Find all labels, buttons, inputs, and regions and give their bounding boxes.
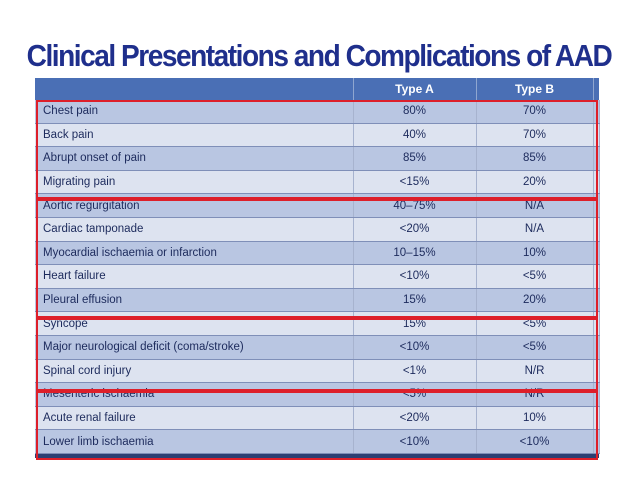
row-spacer	[593, 406, 600, 431]
table-row: Heart failure <10% <5%	[35, 264, 600, 289]
row-spacer	[593, 217, 600, 242]
table-row: Back pain 40% 70%	[35, 123, 600, 148]
row-spacer	[593, 170, 600, 195]
row-spacer	[593, 382, 600, 407]
table-row: Acute renal failure <20% 10%	[35, 406, 600, 431]
header-type-a: Type A	[353, 78, 477, 100]
row-label: Acute renal failure	[35, 406, 354, 431]
row-label: Mesenteric ischaemia	[35, 382, 354, 407]
type-b-value: <5%	[476, 264, 594, 289]
row-spacer	[593, 100, 600, 124]
type-a-value: <20%	[353, 217, 477, 242]
table-row: Migrating pain <15% 20%	[35, 170, 600, 195]
type-a-value: 85%	[353, 146, 477, 171]
table-row: Pleural effusion 15% 20%	[35, 288, 600, 313]
type-a-value: 40%	[353, 123, 477, 148]
complications-table-container: Type A Type B Chest pain 80% 70% Back pa…	[35, 78, 600, 458]
type-b-value: <5%	[476, 335, 594, 360]
type-a-value: <20%	[353, 406, 477, 431]
row-label: Myocardial ischaemia or infarction	[35, 241, 354, 266]
table-row: Mesenteric ischaemia <5% N/R	[35, 382, 600, 407]
type-a-value: <15%	[353, 170, 477, 195]
row-spacer	[593, 123, 600, 148]
row-label: Abrupt onset of pain	[35, 146, 354, 171]
table-row: Major neurological deficit (coma/stroke)…	[35, 335, 600, 360]
type-a-value: <10%	[353, 429, 477, 454]
row-spacer	[593, 193, 600, 218]
type-a-value: 80%	[353, 100, 477, 124]
type-b-value: 10%	[476, 406, 594, 431]
type-a-value: 15%	[353, 288, 477, 313]
table-row: Myocardial ischaemia or infarction 10–15…	[35, 241, 600, 266]
type-a-value: <10%	[353, 335, 477, 360]
row-spacer	[593, 264, 600, 289]
type-a-value: <1%	[353, 359, 477, 384]
type-b-value: 85%	[476, 146, 594, 171]
row-label: Migrating pain	[35, 170, 354, 195]
table-row: Abrupt onset of pain 85% 85%	[35, 146, 600, 171]
type-b-value: N/R	[476, 382, 594, 407]
row-spacer	[593, 288, 600, 313]
complications-table: Type A Type B Chest pain 80% 70% Back pa…	[35, 78, 600, 454]
type-a-value: 40–75%	[353, 193, 477, 218]
type-b-value: N/A	[476, 217, 594, 242]
type-a-value: 15%	[353, 311, 477, 336]
row-label: Syncope	[35, 311, 354, 336]
type-b-value: N/R	[476, 359, 594, 384]
type-a-value: <10%	[353, 264, 477, 289]
table-row: Cardiac tamponade <20% N/A	[35, 217, 600, 242]
type-b-value: 20%	[476, 288, 594, 313]
row-label: Aortic regurgitation	[35, 193, 354, 218]
row-label: Pleural effusion	[35, 288, 354, 313]
slide-title: Clinical Presentations and Complications…	[26, 39, 613, 73]
table-row: Lower limb ischaemia <10% <10%	[35, 429, 600, 454]
row-spacer	[593, 146, 600, 171]
type-b-value: 10%	[476, 241, 594, 266]
type-b-value: <10%	[476, 429, 594, 454]
table-row: Aortic regurgitation 40–75% N/A	[35, 193, 600, 218]
row-label: Chest pain	[35, 100, 354, 124]
row-label: Major neurological deficit (coma/stroke)	[35, 335, 354, 360]
type-b-value: N/A	[476, 193, 594, 218]
table-row: Syncope 15% <5%	[35, 311, 600, 336]
type-b-value: 70%	[476, 123, 594, 148]
row-label: Cardiac tamponade	[35, 217, 354, 242]
table-row: Spinal cord injury <1% N/R	[35, 359, 600, 384]
type-a-value: <5%	[353, 382, 477, 407]
type-b-value: <5%	[476, 311, 594, 336]
row-spacer	[593, 359, 600, 384]
type-a-value: 10–15%	[353, 241, 477, 266]
type-b-value: 70%	[476, 100, 594, 124]
header-label-column	[35, 78, 354, 100]
row-spacer	[593, 335, 600, 360]
row-label: Lower limb ischaemia	[35, 429, 354, 454]
row-label: Heart failure	[35, 264, 354, 289]
header-type-b: Type B	[476, 78, 594, 100]
row-label: Back pain	[35, 123, 354, 148]
row-spacer	[593, 429, 600, 454]
row-label: Spinal cord injury	[35, 359, 354, 384]
row-spacer	[593, 241, 600, 266]
header-spacer	[593, 78, 599, 100]
type-b-value: 20%	[476, 170, 594, 195]
table-header-row: Type A Type B	[35, 78, 599, 100]
row-spacer	[593, 311, 600, 336]
table-row: Chest pain 80% 70%	[35, 100, 600, 124]
